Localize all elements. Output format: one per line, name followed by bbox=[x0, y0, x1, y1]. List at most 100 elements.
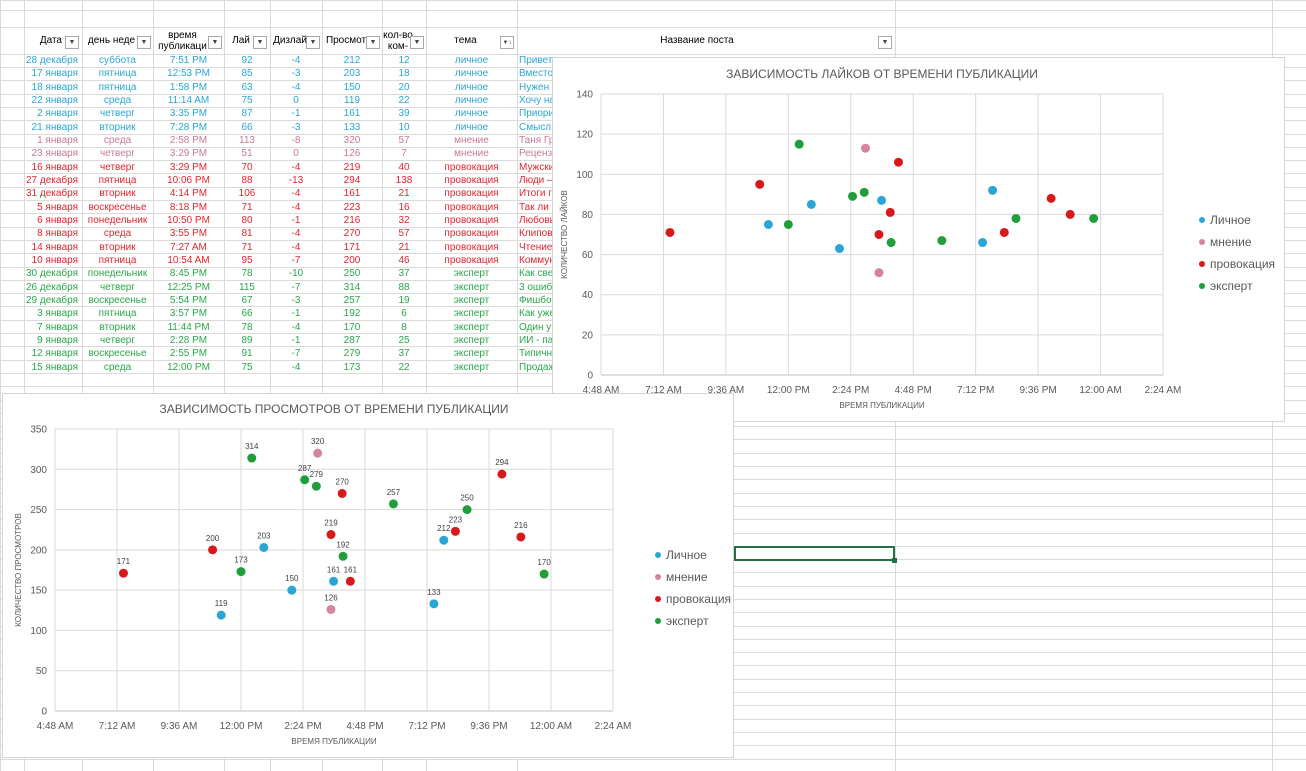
table-cell[interactable]: -1 bbox=[291, 215, 301, 226]
table-cell[interactable]: Приори bbox=[519, 108, 553, 119]
table-cell[interactable]: 2:28 PM bbox=[169, 335, 208, 346]
table-cell[interactable]: 5 января bbox=[37, 202, 78, 213]
table-cell[interactable]: 14 января bbox=[31, 242, 78, 253]
table-cell[interactable]: 115 bbox=[239, 282, 255, 293]
table-cell[interactable]: четверг bbox=[100, 148, 135, 159]
table-cell[interactable]: 70 bbox=[241, 162, 253, 173]
table-cell[interactable]: 257 bbox=[343, 295, 361, 306]
table-cell[interactable]: 51 bbox=[241, 148, 253, 159]
table-cell[interactable]: 3:57 PM bbox=[169, 308, 208, 319]
table-cell[interactable]: 212 bbox=[343, 55, 361, 66]
table-cell[interactable]: -1 bbox=[291, 108, 301, 119]
table-cell[interactable]: 173 bbox=[343, 362, 361, 373]
table-cell[interactable]: 92 bbox=[241, 55, 253, 66]
table-cell[interactable]: Привет bbox=[519, 55, 553, 66]
table-cell[interactable]: 80 bbox=[241, 215, 253, 226]
table-cell[interactable]: мнение bbox=[454, 148, 489, 159]
column-header[interactable]: Название поста bbox=[660, 35, 734, 46]
table-cell[interactable]: 3 января bbox=[37, 308, 78, 319]
table-cell[interactable]: 29 декабря bbox=[25, 295, 78, 306]
filter-dropdown-icon[interactable]: ▼ bbox=[306, 36, 320, 49]
table-cell[interactable]: -1 bbox=[291, 335, 301, 346]
table-cell[interactable]: провокация bbox=[444, 175, 499, 186]
table-cell[interactable]: личное bbox=[454, 108, 489, 119]
table-cell[interactable]: 3:35 PM bbox=[169, 108, 208, 119]
table-cell[interactable]: 1 января bbox=[37, 135, 78, 146]
table-cell[interactable]: Клипов bbox=[519, 228, 553, 239]
table-cell[interactable]: 138 bbox=[395, 175, 413, 186]
table-cell[interactable]: -8 bbox=[291, 135, 301, 146]
column-header[interactable]: тема bbox=[454, 35, 477, 46]
table-cell[interactable]: понедельник bbox=[87, 268, 148, 279]
table-cell[interactable]: Вместо bbox=[519, 68, 553, 79]
table-cell[interactable]: провокация bbox=[444, 188, 499, 199]
table-cell[interactable]: вторник bbox=[99, 242, 136, 253]
table-cell[interactable]: суббота bbox=[99, 55, 136, 66]
table-cell[interactable]: 17 января bbox=[31, 68, 78, 79]
table-cell[interactable]: 63 bbox=[241, 82, 253, 93]
table-cell[interactable]: 37 bbox=[398, 268, 410, 279]
selected-cell[interactable] bbox=[734, 546, 895, 561]
table-cell[interactable]: 223 bbox=[343, 202, 361, 213]
table-cell[interactable]: провокация bbox=[444, 162, 499, 173]
table-cell[interactable]: 12 января bbox=[31, 348, 78, 359]
table-cell[interactable]: 133 bbox=[343, 122, 361, 133]
table-cell[interactable]: воскресенье bbox=[88, 295, 147, 306]
table-cell[interactable]: 203 bbox=[343, 68, 361, 79]
table-cell[interactable]: Как уже bbox=[519, 308, 553, 319]
table-cell[interactable]: мнение bbox=[454, 135, 489, 146]
table-cell[interactable]: 250 bbox=[343, 268, 361, 279]
table-cell[interactable]: эксперт bbox=[453, 362, 490, 373]
table-cell[interactable]: 16 января bbox=[31, 162, 78, 173]
table-cell[interactable]: вторник bbox=[99, 188, 136, 199]
table-cell[interactable]: 270 bbox=[343, 228, 361, 239]
table-cell[interactable]: 66 bbox=[241, 122, 253, 133]
table-cell[interactable]: 2 января bbox=[37, 108, 78, 119]
table-cell[interactable]: 20 bbox=[398, 82, 410, 93]
table-cell[interactable]: вторник bbox=[99, 322, 136, 333]
table-cell[interactable]: 22 bbox=[398, 95, 410, 106]
table-cell[interactable]: 7 января bbox=[37, 322, 78, 333]
table-cell[interactable]: -10 bbox=[288, 268, 304, 279]
table-cell[interactable]: понедельник bbox=[87, 215, 148, 226]
table-cell[interactable]: 18 января bbox=[31, 82, 78, 93]
views-chart[interactable]: ЗАВИСИМОСТЬ ПРОСМОТРОВ ОТ ВРЕМЕНИ ПУБЛИК… bbox=[2, 393, 734, 758]
table-cell[interactable]: 8 января bbox=[37, 228, 78, 239]
table-cell[interactable]: эксперт bbox=[453, 268, 490, 279]
table-cell[interactable]: 66 bbox=[241, 308, 253, 319]
table-cell[interactable]: Типичн bbox=[519, 348, 552, 359]
table-cell[interactable]: 57 bbox=[398, 135, 410, 146]
table-cell[interactable]: -3 bbox=[291, 68, 301, 79]
table-cell[interactable]: провокация bbox=[444, 215, 499, 226]
column-header[interactable]: Дизлай bbox=[273, 35, 307, 46]
table-cell[interactable]: 4:14 PM bbox=[169, 188, 208, 199]
table-cell[interactable]: 3:29 PM bbox=[169, 162, 208, 173]
table-cell[interactable]: -4 bbox=[291, 82, 301, 93]
table-cell[interactable]: -4 bbox=[291, 202, 301, 213]
table-cell[interactable]: 3:55 PM bbox=[169, 228, 208, 239]
table-cell[interactable]: провокация bbox=[444, 255, 499, 266]
table-cell[interactable]: 12 bbox=[398, 55, 410, 66]
table-cell[interactable]: пятница bbox=[98, 175, 137, 186]
table-cell[interactable]: 9 января bbox=[37, 335, 78, 346]
table-cell[interactable]: 7:28 PM bbox=[169, 122, 208, 133]
filter-dropdown-icon[interactable]: ▼↕ bbox=[500, 36, 514, 49]
table-cell[interactable]: Любовь bbox=[519, 215, 553, 226]
table-cell[interactable]: 40 bbox=[398, 162, 410, 173]
table-cell[interactable]: четверг bbox=[100, 162, 135, 173]
table-cell[interactable]: 81 bbox=[241, 228, 253, 239]
table-cell[interactable]: 7 bbox=[401, 148, 407, 159]
table-cell[interactable]: 30 декабря bbox=[25, 268, 78, 279]
table-cell[interactable]: -7 bbox=[291, 282, 301, 293]
table-cell[interactable]: личное bbox=[454, 95, 489, 106]
table-cell[interactable]: -3 bbox=[291, 122, 301, 133]
table-cell[interactable]: 287 bbox=[343, 335, 361, 346]
filter-dropdown-icon[interactable]: ▼ bbox=[366, 36, 380, 49]
table-cell[interactable]: 192 bbox=[343, 308, 361, 319]
table-cell[interactable]: 161 bbox=[343, 108, 361, 119]
table-cell[interactable]: 28 декабря bbox=[25, 55, 78, 66]
table-cell[interactable]: пятница bbox=[98, 308, 137, 319]
table-cell[interactable]: 31 декабря bbox=[25, 188, 78, 199]
table-cell[interactable]: 320 bbox=[343, 135, 361, 146]
table-cell[interactable]: пятница bbox=[98, 255, 137, 266]
